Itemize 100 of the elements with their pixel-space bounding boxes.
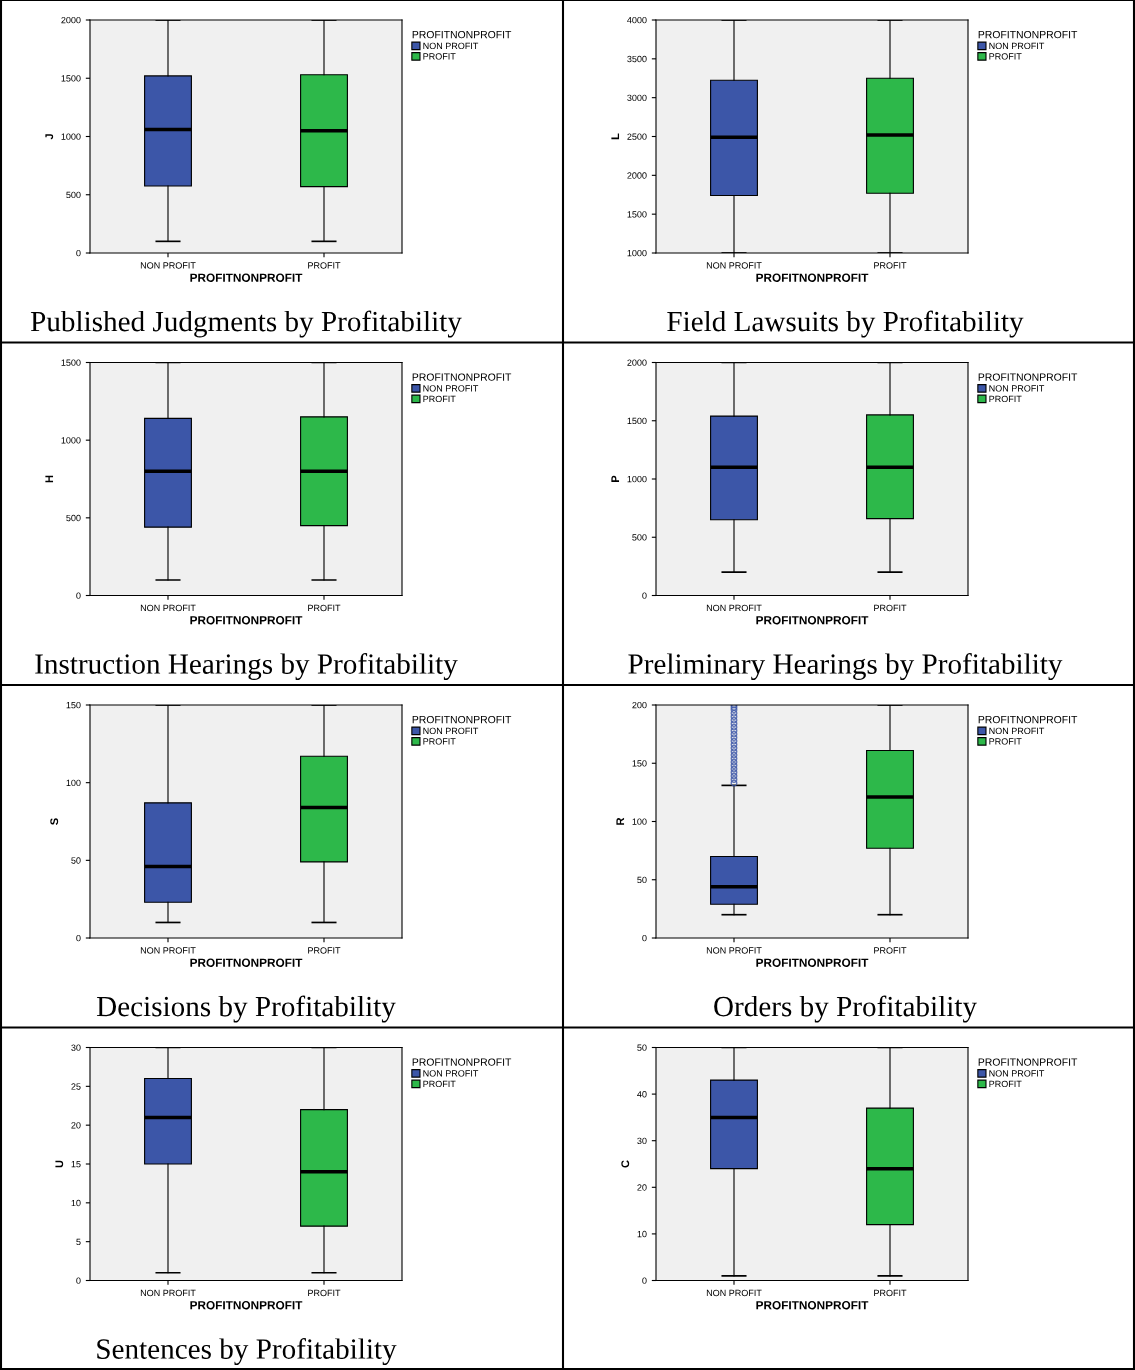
y-tick-label: 3000 [627,94,647,102]
legend-title: PROFITNONPROFIT [412,30,512,39]
legend-label: NON PROFIT [423,727,479,735]
y-tick-label: 150 [632,760,647,767]
y-tick-label: 2500 [627,133,647,140]
y-tick-label: 15 [71,1161,81,1168]
y-tick-label: 0 [642,592,647,599]
legend-title: PROFITNONPROFIT [412,715,512,724]
y-tick-label: 150 [66,701,81,709]
y-tick-label: 5 [76,1238,81,1246]
y-tick-label: 20 [637,1184,647,1191]
text: Published Judgments by Profitability [30,310,462,338]
x-tick-label: PROFIT [308,947,341,954]
y-axis-title: J [45,134,54,140]
y-tick-label: 500 [66,514,81,522]
x-tick-label: NON PROFIT [706,1289,762,1297]
y-tick-label: 1500 [627,417,647,425]
y-tick-label: 30 [71,1044,81,1051]
y-tick-label: 2000 [61,16,81,24]
x-tick-label: NON PROFIT [140,262,196,269]
y-tick-label: 10 [71,1199,81,1207]
y-tick-label: 0 [76,1277,81,1284]
x-tick-label: NON PROFIT [706,947,762,954]
x-tick-label: NON PROFIT [140,604,196,612]
y-tick-label: 40 [637,1091,647,1098]
legend-label: PROFIT [989,738,1022,745]
text: Decisions by Profitability [96,995,396,1023]
y-tick-label: 100 [66,779,81,787]
y-tick-label: 1500 [61,75,81,82]
y-tick-label: 2000 [627,359,647,366]
y-tick-label: 0 [76,934,81,942]
x-axis-title: PROFITNONPROFIT [756,958,869,967]
x-tick-label: NON PROFIT [706,262,762,269]
legend-label: NON PROFIT [423,42,479,50]
legend-label: NON PROFIT [989,385,1045,392]
y-axis-title: R [616,817,625,825]
legend-title: PROFITNONPROFIT [978,715,1078,724]
y-tick-label: 200 [632,701,647,709]
x-axis-title: PROFITNONPROFIT [190,273,303,282]
y-tick-label: 10 [637,1230,647,1238]
legend-label: PROFIT [423,738,456,745]
legend-label: NON PROFIT [989,1070,1045,1077]
legend-title: PROFITNONPROFIT [978,1058,1078,1066]
y-tick-label: 1000 [61,437,81,444]
y-tick-label: 50 [637,1044,647,1051]
y-tick-label: 1500 [61,359,81,366]
x-tick-label: PROFIT [874,604,907,612]
y-axis-title: U [55,1160,64,1168]
legend-label: NON PROFIT [423,385,479,392]
y-axis-title: H [45,475,54,483]
y-tick-label: 50 [637,876,647,884]
y-tick-label: 0 [642,934,647,942]
y-axis-title: C [621,1160,630,1168]
legend-label: PROFIT [423,53,456,60]
y-tick-label: 500 [632,534,647,541]
text: Sentences by Profitability [97,1338,397,1365]
y-axis-title: P [611,475,620,482]
x-tick-label: PROFIT [874,1289,907,1297]
x-tick-label: PROFIT [874,947,907,954]
y-tick-label: 20 [71,1122,81,1129]
legend-title: PROFITNONPROFIT [978,30,1078,39]
text: Preliminary Hearings by Profitability [628,653,1063,680]
y-tick-label: 4000 [627,16,647,24]
legend-title: PROFITNONPROFIT [978,373,1078,381]
y-tick-label: 0 [76,592,81,599]
y-tick-label: 3500 [627,55,647,63]
legend-label: NON PROFIT [989,42,1045,50]
legend-label: NON PROFIT [989,727,1045,735]
y-tick-label: 1000 [61,133,81,140]
y-tick-label: 500 [66,191,81,199]
legend-title: PROFITNONPROFIT [412,373,512,381]
x-axis-title: PROFITNONPROFIT [190,1301,303,1310]
x-tick-label: PROFIT [874,262,907,269]
text: Orders by Profitability [714,995,977,1023]
legend-label: PROFIT [989,53,1022,60]
y-tick-label: 50 [71,857,81,864]
x-axis-title: PROFITNONPROFIT [756,1301,869,1310]
x-axis-title: PROFITNONPROFIT [756,616,869,625]
y-tick-label: 0 [642,1277,647,1284]
legend-label: PROFIT [989,395,1022,403]
legend-label: NON PROFIT [423,1070,479,1077]
text: Instruction Hearings by Profitability [35,653,458,680]
y-tick-label: 1000 [627,249,647,257]
y-tick-label: 1500 [627,211,647,218]
y-tick-label: 30 [637,1137,647,1145]
legend-label: PROFIT [989,1080,1022,1088]
y-tick-label: 25 [71,1083,81,1090]
legend-label: PROFIT [423,1080,456,1088]
y-axis-title: S [50,818,59,825]
x-axis-title: PROFITNONPROFIT [190,958,303,967]
legend-title: PROFITNONPROFIT [412,1058,512,1066]
y-axis-title: L [611,133,620,140]
x-axis-title: PROFITNONPROFIT [190,616,303,625]
y-tick-label: 0 [76,249,81,257]
x-axis-title: PROFITNONPROFIT [756,273,869,282]
x-tick-label: PROFIT [308,1289,341,1297]
text: Field Lawsuits by Profitability [667,310,1024,338]
x-tick-label: NON PROFIT [140,1289,196,1297]
legend-label: PROFIT [423,395,456,403]
x-tick-label: PROFIT [308,262,341,269]
